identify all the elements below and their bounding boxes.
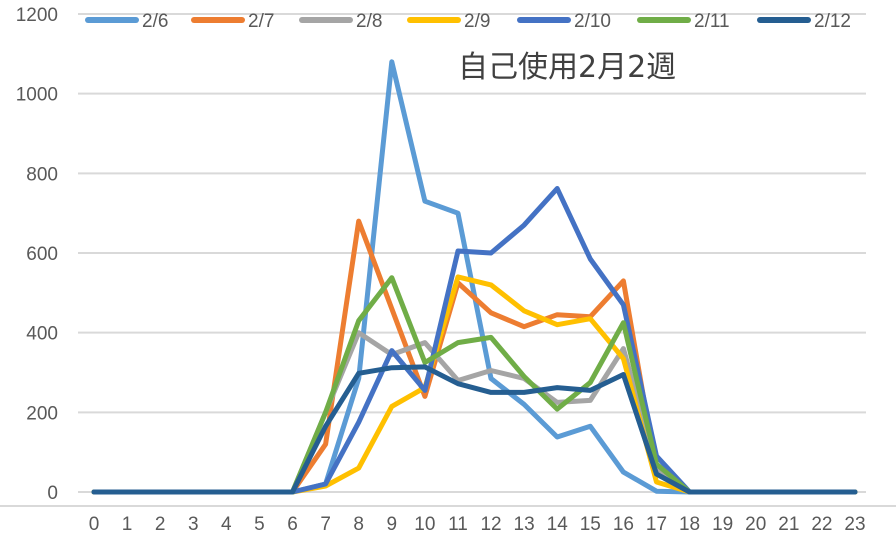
x-tick-label: 21: [778, 514, 799, 535]
x-tick-label: 23: [844, 514, 865, 535]
y-tick-label: 400: [26, 324, 58, 345]
x-tick-label: 19: [712, 514, 733, 535]
legend-item-2-6: 2/6: [85, 11, 168, 32]
x-tick-label: 14: [547, 514, 569, 535]
legend-label: 2/11: [694, 11, 730, 32]
x-tick-label: 3: [188, 514, 199, 535]
x-tick-label: 9: [386, 514, 397, 535]
x-tick-label: 20: [745, 514, 766, 535]
legend-item-2-9: 2/9: [407, 11, 490, 32]
legend-item-2-8: 2/8: [299, 11, 382, 32]
y-tick-label: 1000: [16, 85, 58, 106]
series-line-2-6: [91, 59, 858, 495]
y-tick-label: 0: [47, 483, 58, 504]
legend-label: 2/7: [248, 11, 274, 32]
x-tick-label: 13: [514, 514, 535, 535]
legend-label: 2/10: [574, 11, 611, 32]
x-axis-ticks: 0 1 2 3 4 5 6 7 8 9 10 11 12 13 14 15 16 17 18 19 20 21 22 23: [89, 514, 866, 535]
x-tick-label: 16: [613, 514, 634, 535]
legend-item-2-10: 2/10: [517, 11, 611, 32]
x-tick-label: 18: [679, 514, 700, 535]
x-tick-label: 0: [89, 514, 100, 535]
series-line-2-11: [91, 275, 858, 495]
series-line-2-7: [91, 218, 858, 495]
x-tick-label: 22: [811, 514, 832, 535]
x-tick-label: 7: [320, 514, 331, 535]
x-tick-label: 10: [414, 514, 435, 535]
legend-label: 2/9: [464, 11, 490, 32]
x-tick-label: 2: [155, 514, 166, 535]
x-tick-label: 4: [221, 514, 232, 535]
series-line-2-12: [91, 364, 858, 495]
y-tick-label: 200: [26, 403, 58, 424]
legend-item-2-11: 2/11: [637, 11, 730, 32]
legend-item-2-7: 2/7: [191, 11, 274, 32]
y-tick-label: 800: [26, 164, 58, 185]
y-tick-label: 1200: [16, 5, 58, 26]
legend: 2/6 2/7 2/8 2/9 2/10 2/11 2/12: [85, 11, 851, 32]
x-tick-label: 1: [122, 514, 133, 535]
series-line-2-9: [91, 274, 858, 495]
legend-label: 2/8: [356, 11, 382, 32]
x-tick-label: 8: [353, 514, 364, 535]
legend-label: 2/12: [814, 11, 851, 32]
y-axis-ticks: 0 200 400 600 800 1000 1200: [16, 5, 58, 504]
legend-item-2-12: 2/12: [757, 11, 851, 32]
x-tick-label: 15: [580, 514, 601, 535]
x-tick-label: 11: [448, 514, 468, 535]
x-tick-label: 6: [287, 514, 298, 535]
gridlines: [78, 13, 866, 493]
y-tick-label: 600: [26, 244, 58, 265]
legend-label: 2/6: [142, 11, 168, 32]
chart-title: 自己使用2月2週: [458, 50, 676, 85]
series-lines: [91, 59, 858, 495]
x-tick-label: 5: [254, 514, 265, 535]
x-tick-label: 12: [480, 514, 501, 535]
x-tick-label: 17: [646, 514, 667, 535]
